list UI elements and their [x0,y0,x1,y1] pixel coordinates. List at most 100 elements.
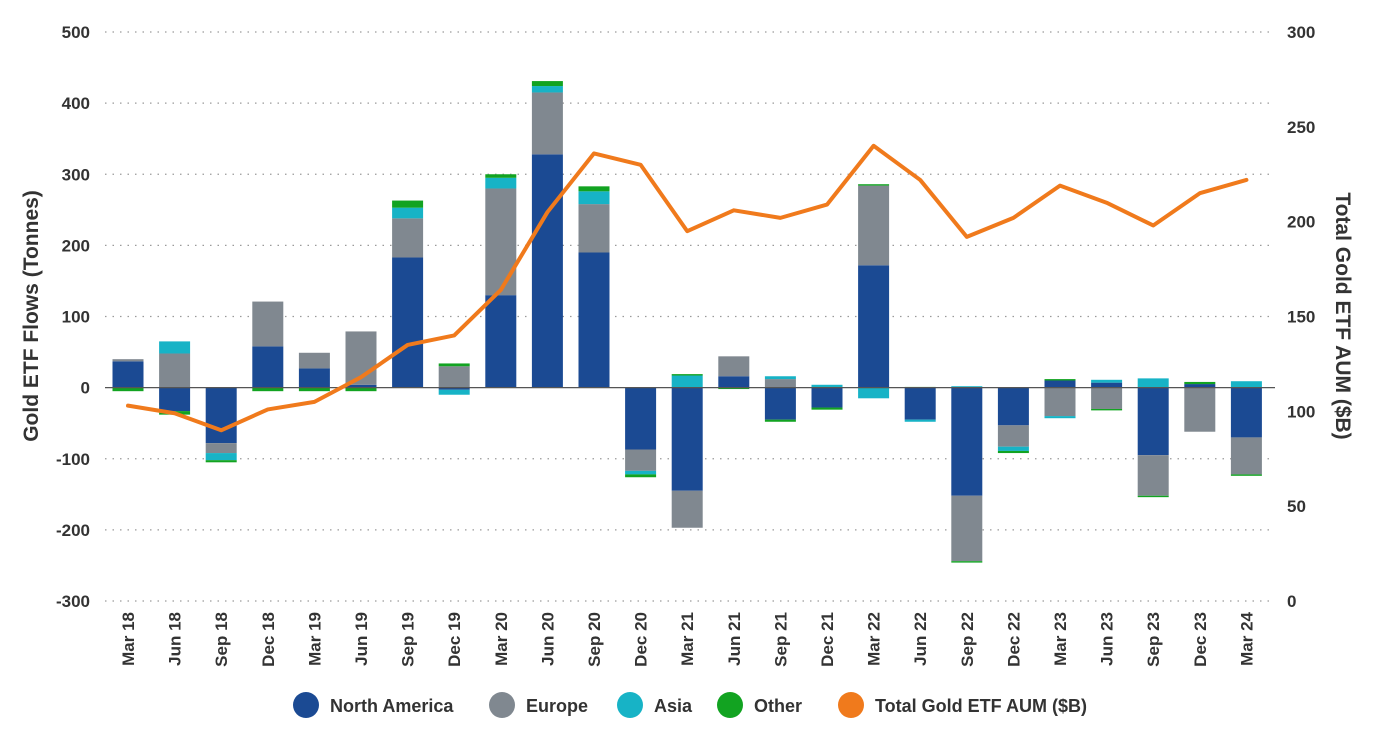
bar-other-14 [764,419,796,422]
bar-other-3 [252,387,284,392]
left-tick-label: 100 [62,308,90,327]
bars [112,81,1262,563]
x-tick-label: Mar 20 [492,612,511,666]
right-tick-label: 0 [1287,592,1296,611]
bar-europe-0 [112,359,144,362]
bar-other-24 [1230,474,1262,476]
left-tick-label: -100 [56,450,90,469]
bar-north-america-24 [1230,387,1262,438]
bar-europe-8 [485,188,517,296]
left-axis-title: Gold ETF Flows (Tonnes) [20,190,43,442]
bar-other-21 [1091,408,1123,411]
bar-europe-1 [159,353,191,388]
bar-north-america-20 [1044,380,1076,388]
left-tick-label: 300 [62,165,90,184]
bar-other-23 [1184,381,1216,385]
bar-asia-9 [531,86,563,93]
bar-europe-13 [718,356,750,377]
bar-europe-23 [1184,387,1216,432]
bar-asia-17 [904,419,936,422]
bar-north-america-10 [578,252,610,388]
bar-europe-7 [438,366,470,388]
bar-north-america-23 [1184,384,1216,388]
bar-asia-19 [997,446,1029,451]
bar-other-7 [438,363,470,367]
bar-europe-19 [997,425,1029,447]
bar-other-18 [951,561,983,563]
bar-asia-1 [159,341,191,354]
x-tick-label: Dec 23 [1191,612,1210,667]
right-tick-label: 250 [1287,118,1315,137]
legend-label-europe: Europe [526,696,588,716]
x-tick-label: Mar 21 [678,612,697,666]
x-tick-label: Dec 19 [445,612,464,667]
x-tick-label: Jun 21 [725,612,744,666]
aum-line-layer [126,143,1249,433]
bar-asia-7 [438,389,470,395]
bar-europe-12 [671,490,703,528]
bar-europe-10 [578,204,610,253]
bar-europe-20 [1044,387,1076,417]
bar-north-america-16 [858,265,890,388]
x-tick-label: Sep 21 [771,612,790,667]
legend-swatch-asia [617,692,643,718]
bar-europe-18 [951,495,983,562]
bar-north-america-22 [1137,387,1169,456]
bar-north-america-4 [298,368,330,388]
bar-other-9 [531,81,563,87]
bar-europe-2 [205,443,237,454]
right-tick-label: 50 [1287,497,1306,516]
bar-europe-6 [392,218,424,258]
x-tick-label: Sep 18 [212,612,231,667]
bar-other-15 [811,407,843,410]
x-tick-label: Jun 20 [538,612,557,666]
bar-asia-22 [1137,378,1169,388]
aum-line-series [126,143,1249,433]
bar-other-4 [298,387,330,392]
bar-north-america-7 [438,387,470,390]
legend-swatch-total-gold-etf-aum-b [838,692,864,718]
bar-other-11 [625,474,657,478]
legend-swatch-europe [489,692,515,718]
bar-europe-24 [1230,437,1262,475]
x-tick-label: Sep 23 [1144,612,1163,667]
bar-north-america-1 [159,387,191,412]
bar-asia-21 [1091,379,1123,383]
bar-europe-21 [1091,387,1123,409]
left-tick-label: -300 [56,592,90,611]
bar-north-america-2 [205,387,237,444]
bar-asia-6 [392,207,424,219]
bar-north-america-12 [671,387,703,491]
bar-other-19 [997,450,1029,454]
left-tick-label: 400 [62,94,90,113]
bar-north-america-3 [252,346,284,388]
x-tick-label: Jun 19 [352,612,371,666]
bar-north-america-0 [112,361,144,388]
x-tick-label: Sep 22 [958,612,977,667]
bar-europe-14 [764,379,796,388]
bar-north-america-17 [904,387,936,420]
bar-north-america-6 [392,257,424,388]
bar-europe-4 [298,352,330,369]
bar-north-america-5 [345,384,377,388]
bar-north-america-9 [531,154,563,388]
legend-swatch-north-america [293,692,319,718]
right-tick-label: 300 [1287,23,1315,42]
x-tick-label: Mar 19 [305,612,324,666]
bar-north-america-21 [1091,382,1123,388]
bar-asia-10 [578,191,610,205]
x-tick-label: Dec 20 [632,612,651,667]
x-tick-label: Jun 18 [166,612,185,666]
bar-north-america-11 [625,387,657,450]
x-tick-label: Sep 19 [399,612,418,667]
bar-other-20 [1044,379,1076,381]
bar-north-america-19 [997,387,1029,426]
x-tick-label: Jun 23 [1098,612,1117,666]
bar-north-america-13 [718,376,750,388]
bar-asia-20 [1044,416,1076,419]
bar-asia-16 [858,387,890,399]
right-axis-title: Total Gold ETF AUM ($B) [1331,192,1354,439]
legend-swatch-other [717,692,743,718]
